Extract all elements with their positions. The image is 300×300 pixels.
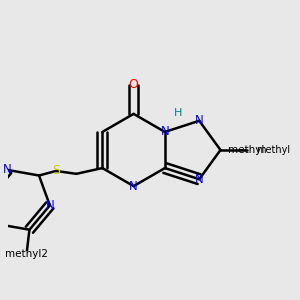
Text: N: N	[3, 164, 12, 176]
Text: methyl: methyl	[256, 145, 291, 155]
Text: N: N	[46, 199, 54, 212]
Text: H: H	[174, 108, 182, 118]
Text: N: N	[195, 173, 204, 186]
Text: N: N	[195, 114, 204, 127]
Text: N: N	[160, 125, 169, 138]
Text: methyl: methyl	[228, 145, 265, 155]
Text: methyl2: methyl2	[5, 249, 48, 259]
Text: O: O	[129, 79, 139, 92]
Text: N: N	[129, 180, 138, 193]
Text: S: S	[52, 164, 60, 178]
